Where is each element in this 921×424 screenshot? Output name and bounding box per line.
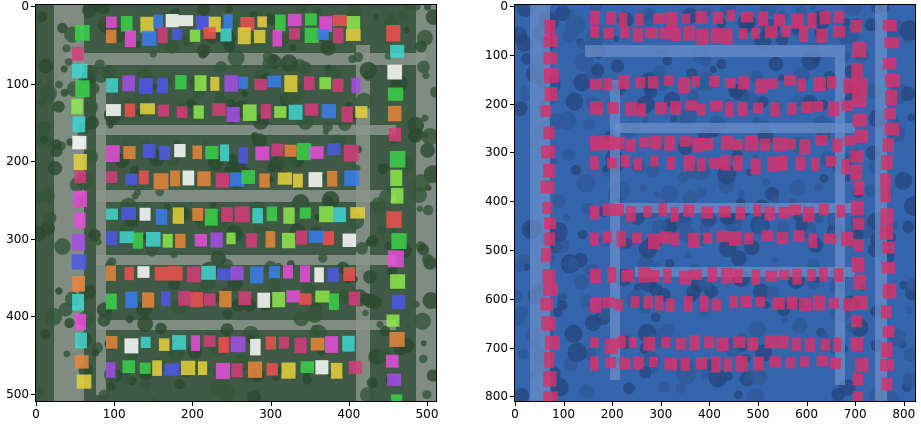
y-tick-mark <box>31 83 35 85</box>
x-tick-mark <box>563 402 565 406</box>
x-tick-label: 500 <box>415 407 439 421</box>
x-tick-label: 0 <box>32 407 40 421</box>
y-tick-mark <box>31 161 35 162</box>
x-tick-label: 300 <box>259 407 283 421</box>
x-tick-label: 300 <box>649 407 673 421</box>
y-tick-label: 100 <box>6 76 29 91</box>
y-tick-mark <box>510 103 514 105</box>
y-tick-mark <box>31 6 35 7</box>
y-tick-mark <box>510 298 514 300</box>
y-tick-mark <box>31 393 35 395</box>
x-tick-label: 700 <box>843 407 867 421</box>
y-tick-mark <box>510 54 514 56</box>
x-tick-mark <box>660 402 662 406</box>
x-tick-mark <box>758 402 759 406</box>
x-tick-mark <box>709 402 711 406</box>
x-tick-mark <box>612 402 614 406</box>
y-tick-label: 200 <box>485 96 508 111</box>
x-tick-label: 400 <box>697 407 721 421</box>
y-tick-label: 700 <box>485 340 508 355</box>
x-tick-label: 100 <box>552 407 576 421</box>
right-semantic-mask-overlay <box>515 5 915 401</box>
y-tick-label: 0 <box>500 0 508 13</box>
x-tick-mark <box>515 402 516 406</box>
y-tick-label: 0 <box>21 0 29 13</box>
y-tick-label: 400 <box>485 194 508 209</box>
x-tick-mark <box>36 402 37 406</box>
y-tick-mark <box>31 238 35 240</box>
x-tick-label: 200 <box>600 407 624 421</box>
y-tick-label: 400 <box>6 309 29 323</box>
left-segmentation-image <box>36 5 436 401</box>
x-tick-mark <box>427 402 428 406</box>
x-tick-label: 500 <box>746 407 770 421</box>
y-tick-label: 100 <box>485 47 508 62</box>
y-tick-label: 500 <box>485 243 508 257</box>
y-tick-label: 600 <box>485 291 508 306</box>
y-tick-mark <box>31 316 35 317</box>
x-tick-label: 800 <box>892 407 916 421</box>
y-tick-label: 800 <box>485 389 508 404</box>
left-instance-mask-overlay <box>36 5 436 401</box>
x-tick-label: 0 <box>511 407 519 421</box>
y-tick-mark <box>510 396 514 398</box>
y-tick-mark <box>510 6 514 7</box>
y-tick-mark <box>510 201 514 203</box>
x-tick-label: 100 <box>102 407 126 421</box>
x-tick-mark <box>270 402 272 406</box>
y-tick-label: 300 <box>6 231 29 246</box>
y-tick-mark <box>510 152 514 154</box>
x-tick-label: 200 <box>180 407 204 421</box>
left-image-panel: 0 100 200 300 400 500 0 100 200 300 400 500 <box>0 0 460 424</box>
x-tick-mark <box>192 402 194 406</box>
y-tick-label: 500 <box>6 386 29 401</box>
x-tick-mark <box>903 402 905 406</box>
x-tick-label: 600 <box>795 407 819 421</box>
y-tick-mark <box>510 347 514 349</box>
x-tick-mark <box>855 402 857 406</box>
right-segmentation-image <box>515 5 915 401</box>
x-tick-mark <box>114 402 116 406</box>
y-tick-label: 200 <box>6 154 29 168</box>
y-tick-mark <box>510 250 514 251</box>
x-tick-mark <box>806 402 808 406</box>
y-tick-label: 300 <box>485 145 508 160</box>
x-tick-label: 400 <box>337 407 361 421</box>
x-tick-mark <box>348 402 350 406</box>
